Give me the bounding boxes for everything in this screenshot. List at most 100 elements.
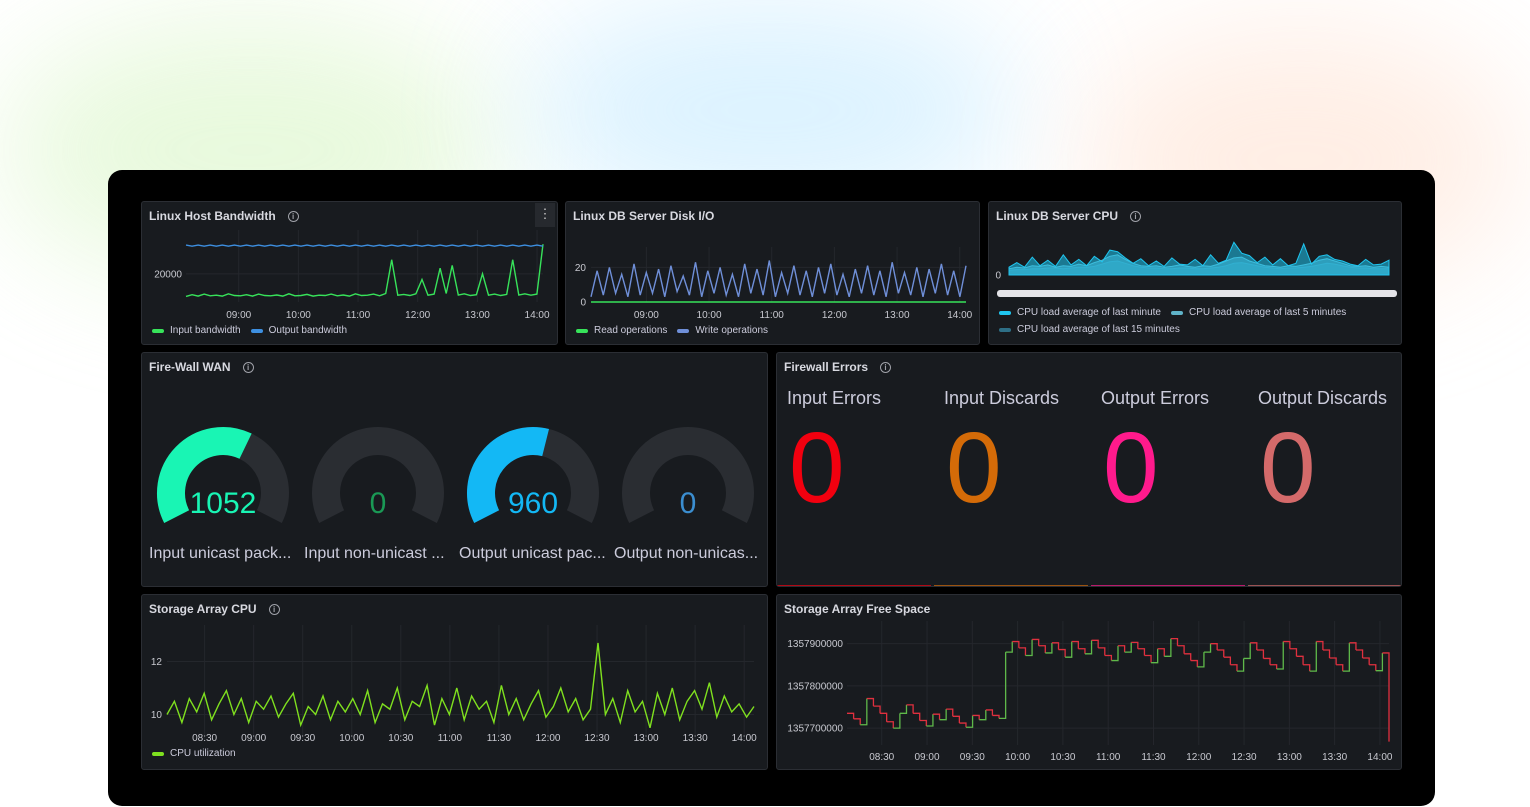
series-segment (1303, 664, 1311, 672)
y-tick-label: 0 (580, 298, 586, 309)
legend-label: CPU load average of last 5 minutes (1188, 307, 1347, 318)
x-tick-label: 09:30 (290, 733, 315, 744)
legend-item[interactable]: Write operations (677, 325, 768, 336)
y-tick-label: 12 (151, 657, 163, 668)
series-segment (873, 705, 881, 714)
legend-item[interactable]: CPU load average of last minute (999, 307, 1161, 318)
series-segment (979, 709, 987, 721)
series-segment (1203, 643, 1212, 653)
info-icon[interactable]: i (268, 603, 280, 615)
series-segment (972, 714, 980, 720)
series-segment (1217, 649, 1225, 658)
legend: CPU load average of last minute CPU load … (999, 307, 1399, 335)
series-segment (1065, 641, 1073, 658)
series-segment (913, 712, 921, 721)
series-segment (1131, 641, 1139, 649)
panel-title: Firewall Errors (784, 360, 869, 374)
series-segment (1270, 664, 1278, 669)
legend-swatch (152, 328, 164, 333)
stat-underline (1248, 585, 1401, 586)
y-tick-label: 20 (575, 263, 587, 274)
series-segment (1342, 642, 1350, 672)
kebab-menu-icon[interactable]: ⋮ (535, 203, 555, 227)
legend: Read operations Write operations (576, 325, 768, 336)
stat-value: 0 (946, 412, 1002, 524)
x-tick-label: 10:00 (286, 310, 311, 321)
series-segment (985, 709, 994, 716)
series-segment (1382, 652, 1390, 742)
x-tick-label: 14:00 (1367, 752, 1392, 763)
series-segment (1012, 640, 1020, 648)
info-icon[interactable]: i (287, 210, 299, 222)
series-segment (1309, 641, 1317, 672)
x-tick-label: 11:30 (1141, 752, 1166, 763)
gauge-label: Output unicast pac... (459, 545, 606, 562)
series-segment (1170, 637, 1179, 646)
legend-item[interactable]: CPU load average of last 15 minutes (999, 324, 1180, 335)
series-segment (1349, 642, 1357, 650)
series-segment (1250, 642, 1258, 650)
gauge-track (312, 427, 444, 523)
series-segment (1071, 640, 1079, 649)
stat-value: 0 (1103, 412, 1159, 524)
info-icon[interactable]: i (242, 361, 254, 373)
y-tick-label: 1357900000 (787, 639, 843, 650)
series-segment (1091, 639, 1099, 648)
info-icon[interactable]: i (880, 361, 892, 373)
series-segment (1362, 657, 1370, 665)
series-segment (1223, 656, 1232, 665)
panel-firewall-errors: Firewall Errors i Input Errors 0 Input Disc… (776, 352, 1402, 587)
x-tick-label: 13:00 (1277, 752, 1302, 763)
x-tick-label: 12:00 (535, 733, 560, 744)
series-segment (1018, 647, 1027, 656)
x-tick-label: 11:00 (438, 733, 463, 744)
y-tick-label: 10 (151, 710, 163, 721)
x-tick-label: 10:00 (339, 733, 364, 744)
x-tick-label: 14:00 (732, 733, 757, 744)
series-segment (1104, 654, 1113, 661)
legend-item[interactable]: Output bandwidth (250, 325, 348, 336)
panel-title: Storage Array CPU (149, 602, 257, 616)
series-segment (1289, 648, 1298, 657)
stat-label: Output Discards (1258, 388, 1388, 408)
x-tick-label: 10:30 (388, 733, 413, 744)
info-icon[interactable]: i (1130, 210, 1142, 222)
gauge-fill (157, 427, 252, 523)
legend-label: Output bandwidth (268, 325, 348, 336)
legend-label: CPU utilization (170, 748, 236, 759)
x-tick-label: 13:00 (885, 310, 910, 321)
legend-swatch (250, 328, 263, 333)
series-segment (1078, 648, 1086, 654)
legend-label: CPU load average of last minute (1017, 307, 1161, 318)
series-segment (1144, 654, 1152, 663)
x-tick-label: 14:00 (947, 310, 972, 321)
scrollbar[interactable] (997, 290, 1397, 297)
legend-item[interactable]: CPU utilization (152, 748, 236, 759)
legend-item[interactable]: Input bandwidth (152, 325, 241, 336)
legend-item[interactable]: CPU load average of last 5 minutes (1170, 307, 1347, 318)
panel-title: Storage Array Free Space (784, 602, 931, 616)
panel-title: Linux DB Server CPU (996, 209, 1119, 223)
x-tick-label: 09:00 (915, 752, 940, 763)
series-segment (1124, 642, 1132, 653)
x-tick-label: 08:30 (192, 733, 217, 744)
series-segment (1322, 649, 1331, 659)
x-tick-label: 10:30 (1050, 752, 1075, 763)
gauge-label: Input unicast pack... (149, 545, 292, 562)
series-segment (1164, 638, 1172, 657)
bandwidth-chart: 09:00 10:00 11:00 12:00 13:00 14:00 20000 (154, 230, 550, 321)
panel-storage-cpu: Storage Array CPU i 08:30 09:00 09:30 10:00 1… (141, 594, 768, 770)
gauges: 1052 0 960 0 (157, 427, 754, 523)
storage-cpu-chart: 08:30 09:00 09:30 10:00 10:30 11:00 11:30 12:00… (151, 625, 757, 744)
x-tick-label: 08:30 (869, 752, 894, 763)
series-segment (1210, 643, 1218, 650)
panel-title: Fire-Wall WAN (149, 360, 231, 374)
series-segment (1336, 664, 1344, 672)
legend-item[interactable]: Read operations (576, 325, 667, 336)
series-segment (1256, 649, 1265, 659)
stat-label: Input Errors (787, 388, 882, 408)
series-segment (946, 708, 954, 717)
stat-input-discards: Input Discards 0 (934, 353, 1091, 586)
x-tick-label: 09:00 (634, 310, 659, 321)
panel-firewall-wan: Fire-Wall WAN i 1052 0 960 0 Input unicast p… (141, 352, 768, 587)
